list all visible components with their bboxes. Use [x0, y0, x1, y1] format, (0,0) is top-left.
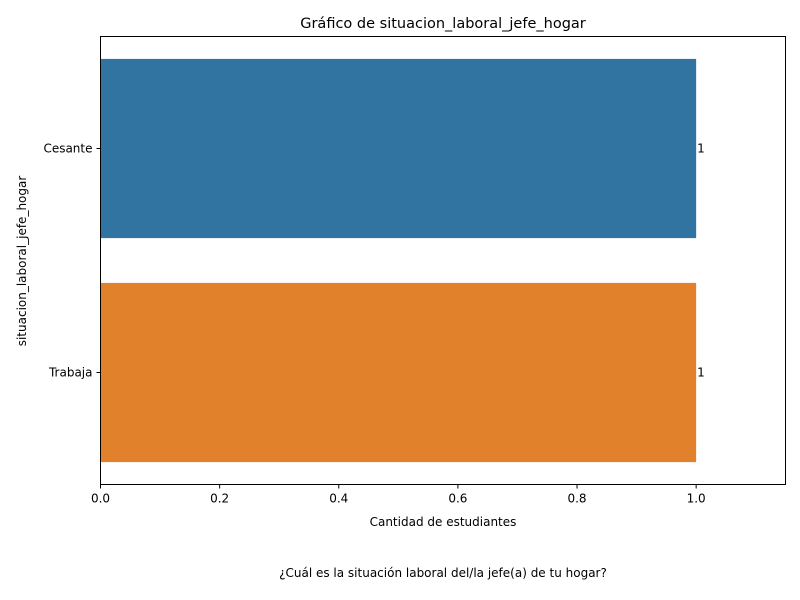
x-tick-label: 0.2 [210, 492, 229, 506]
chart-title: Gráfico de situacion_laboral_jefe_hogar [300, 16, 586, 32]
bars-group: 11 [100, 58, 705, 463]
plot-frame [100, 36, 786, 485]
data-label-trabaja: 1 [697, 366, 705, 380]
y-tick-label-trabaja: Trabaja [48, 366, 93, 380]
x-axis-label: Cantidad de estudiantes [370, 515, 517, 529]
question-caption: ¿Cuál es la situación laboral del/la jef… [279, 566, 607, 580]
x-axis-ticks: 0.0 0.2 0.4 0.6 0.8 1.0 [91, 484, 706, 506]
y-axis-ticks: Cesante Trabaja [43, 142, 101, 380]
x-tick-label: 0.8 [567, 492, 586, 506]
x-tick-label: 0.6 [448, 492, 467, 506]
y-tick-label-cesante: Cesante [43, 142, 92, 156]
x-tick-label: 0.4 [329, 492, 348, 506]
y-axis-label: situacion_laboral_jefe_hogar [15, 176, 29, 347]
x-tick-label: 1.0 [687, 492, 706, 506]
x-tick-label: 0.0 [91, 492, 110, 506]
data-label-cesante: 1 [697, 142, 705, 156]
bar-trabaja [100, 282, 697, 463]
bar-cesante [100, 58, 697, 239]
